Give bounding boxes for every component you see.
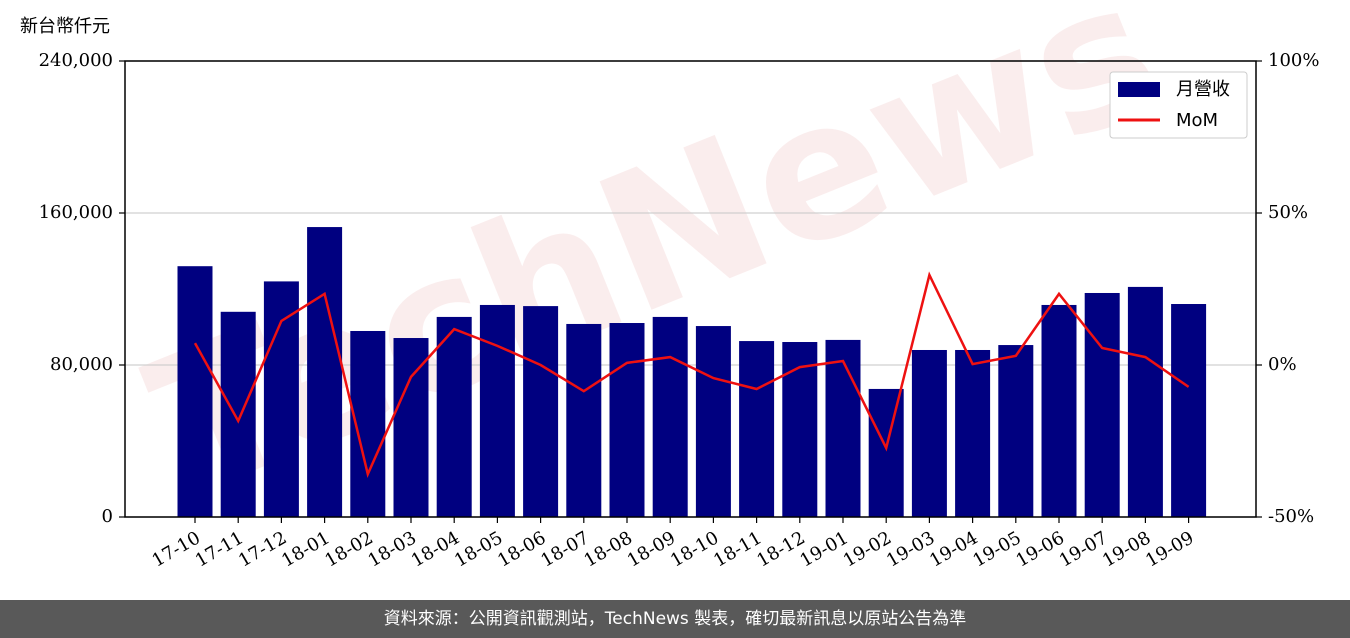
bar (695, 326, 731, 517)
bar (220, 311, 256, 517)
x-tick-label: 18-06 (494, 527, 549, 571)
bar (479, 304, 515, 517)
bar (1171, 304, 1207, 517)
x-tick-label: 18-07 (537, 527, 592, 571)
x-tick-label: 19-09 (1142, 527, 1197, 571)
bar (436, 316, 472, 517)
bar (1084, 292, 1120, 517)
legend-label: 月營收 (1176, 79, 1230, 100)
y2-tick-label: 0% (1268, 354, 1297, 375)
y-axis-label: 新台幣仟元 (20, 16, 110, 37)
bar (868, 388, 904, 517)
y2-tick-label: -50% (1268, 506, 1314, 527)
x-tick-label: 18-09 (624, 527, 679, 571)
bar (782, 342, 818, 517)
plot-frame (124, 60, 1257, 518)
x-tick-label: 18-11 (710, 527, 765, 571)
legend-swatch (1118, 82, 1160, 97)
x-tick-label: 18-10 (667, 527, 722, 571)
x-tick-label: 17-10 (149, 527, 204, 571)
x-tick-label: 19-07 (1056, 527, 1111, 571)
bar (955, 349, 991, 517)
bar (1041, 304, 1077, 517)
bar (523, 306, 559, 517)
x-tick-label: 18-01 (278, 527, 333, 571)
x-tick-label: 19-04 (926, 527, 981, 571)
bar (393, 338, 429, 517)
x-tick-label: 19-03 (883, 527, 938, 571)
x-tick-label: 19-02 (840, 527, 895, 571)
x-tick-label: 18-12 (753, 527, 808, 571)
x-tick-label: 19-06 (1013, 527, 1068, 571)
bar (998, 345, 1034, 517)
bar (609, 323, 645, 517)
bar (263, 281, 299, 517)
x-tick-label: 18-04 (408, 527, 463, 571)
x-tick-label: 19-05 (969, 527, 1024, 571)
x-tick-label: 19-01 (797, 527, 852, 571)
x-tick-label: 18-05 (451, 527, 506, 571)
bar (652, 316, 688, 517)
y2-tick-label: 50% (1268, 202, 1308, 223)
bar (307, 227, 343, 517)
footer-bar (0, 600, 1350, 638)
x-tick-label: 17-11 (192, 527, 247, 571)
x-tick-label: 17-12 (235, 527, 290, 571)
y2-tick-label: 100% (1268, 50, 1319, 71)
x-tick-label: 18-03 (365, 527, 420, 571)
bar (177, 266, 213, 517)
bar (739, 341, 775, 517)
bar (825, 339, 861, 517)
bar (1127, 286, 1163, 517)
y-tick-label: 80,000 (50, 354, 113, 375)
line (193, 271, 1190, 479)
x-tick-label: 19-08 (1099, 527, 1154, 571)
y-tick-label: 0 (102, 506, 113, 527)
footer: 資料來源：公開資訊觀測站，TechNews 製表，確切最新訊息以原站公告為準 (384, 609, 966, 629)
y-tick-label: 240,000 (39, 50, 113, 71)
bar (566, 323, 602, 517)
legend-label: MoM (1176, 110, 1218, 131)
y-tick-label: 160,000 (39, 202, 113, 223)
bar (911, 349, 947, 517)
x-tick-label: 18-02 (321, 527, 376, 571)
x-tick-label: 18-08 (581, 527, 636, 571)
